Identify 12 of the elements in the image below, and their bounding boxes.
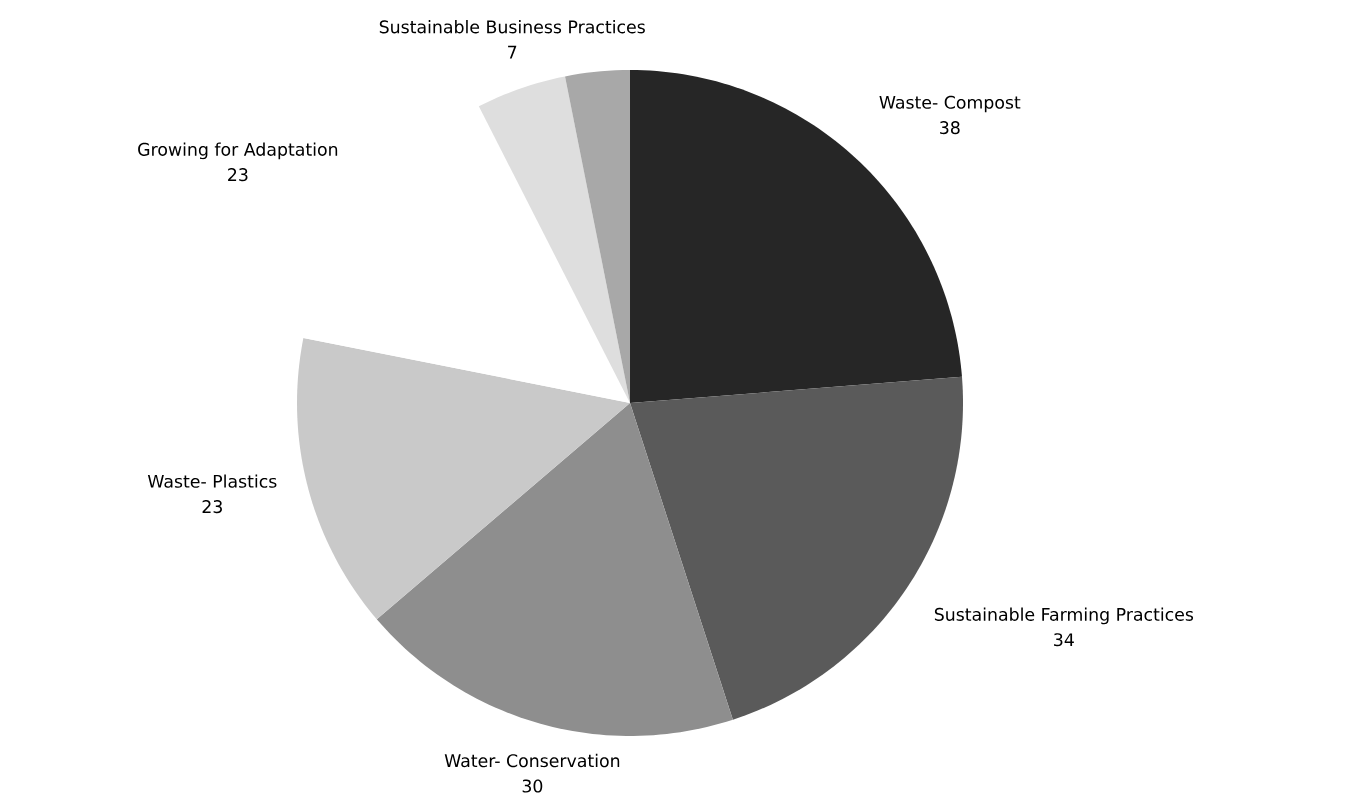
data-label: 23 (202, 500, 222, 514)
slice-label: Waste- Compost (879, 95, 1021, 113)
slice-label: Sustainable Farming Practices (934, 607, 1194, 625)
data-label: 38 (940, 121, 960, 135)
data-label: 23 (228, 168, 248, 182)
slice-label: Water- Conservation (444, 753, 620, 768)
data-label: 30 (522, 779, 543, 793)
slice-label: Sustainable Business Practices (379, 19, 645, 34)
data-label: 7 (508, 45, 517, 59)
slice-label: Growing for Adaptation (138, 142, 338, 160)
slice-label: Waste- Plastics (147, 474, 277, 488)
data-label: 34 (1054, 633, 1074, 647)
